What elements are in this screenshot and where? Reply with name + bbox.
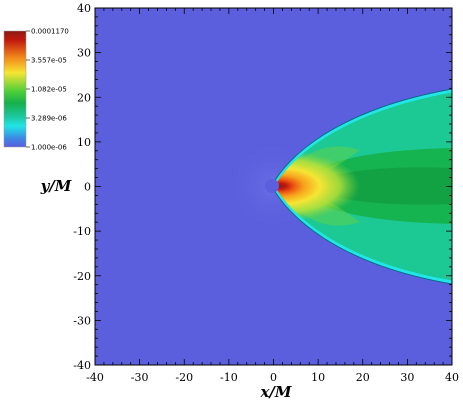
x-tick-label: 10	[311, 371, 325, 384]
shock-boundary-lower	[271, 185, 452, 284]
central-object	[265, 179, 279, 193]
y-tick-label: 10	[77, 136, 91, 149]
shock-boundary-upper	[271, 89, 452, 187]
y-tick-label: 0	[84, 181, 91, 194]
x-tick-labels: -40 -30 -20 -10 0 10 20 30 40	[86, 371, 459, 384]
x-tick-label: 40	[445, 371, 459, 384]
x-tick-label: -30	[131, 371, 149, 384]
colorbar-label: 1.000e-06	[31, 144, 67, 152]
tick-marks	[94, 7, 453, 366]
y-tick-label: 20	[77, 91, 91, 104]
colorbar: 0.0001170 3.557e-05 1.082e-05 3.289e-06 1.00…	[3, 28, 69, 152]
x-tick-label: -10	[220, 371, 238, 384]
x-tick-label: -40	[86, 371, 104, 384]
colorbar-label: 1.082e-05	[31, 86, 67, 94]
y-tick-label: -20	[73, 270, 91, 283]
y-tick-label: -40	[73, 359, 91, 372]
colorbar-gradient	[3, 30, 27, 148]
x-axis-label: x/M	[259, 383, 291, 401]
x-tick-label: 20	[356, 371, 370, 384]
colorbar-label: 3.289e-06	[31, 115, 67, 123]
colorbar-label: 3.557e-05	[31, 57, 67, 65]
colorbar-labels: 0.0001170 3.557e-05 1.082e-05 3.289e-06 1.00…	[26, 28, 69, 152]
y-tick-label: 40	[77, 2, 91, 15]
y-tick-labels: 40 30 20 10 0 -10 -20 -30 -40	[73, 2, 91, 372]
y-axis-label: y/M	[40, 177, 72, 195]
colorbar-label: 0.0001170	[31, 28, 69, 36]
x-tick-label: -20	[175, 371, 193, 384]
x-tick-label: 0	[270, 371, 277, 384]
x-tick-label: 30	[400, 371, 414, 384]
y-tick-label: -10	[73, 225, 91, 238]
y-tick-label: 30	[77, 47, 91, 60]
y-tick-label: -30	[73, 314, 91, 327]
